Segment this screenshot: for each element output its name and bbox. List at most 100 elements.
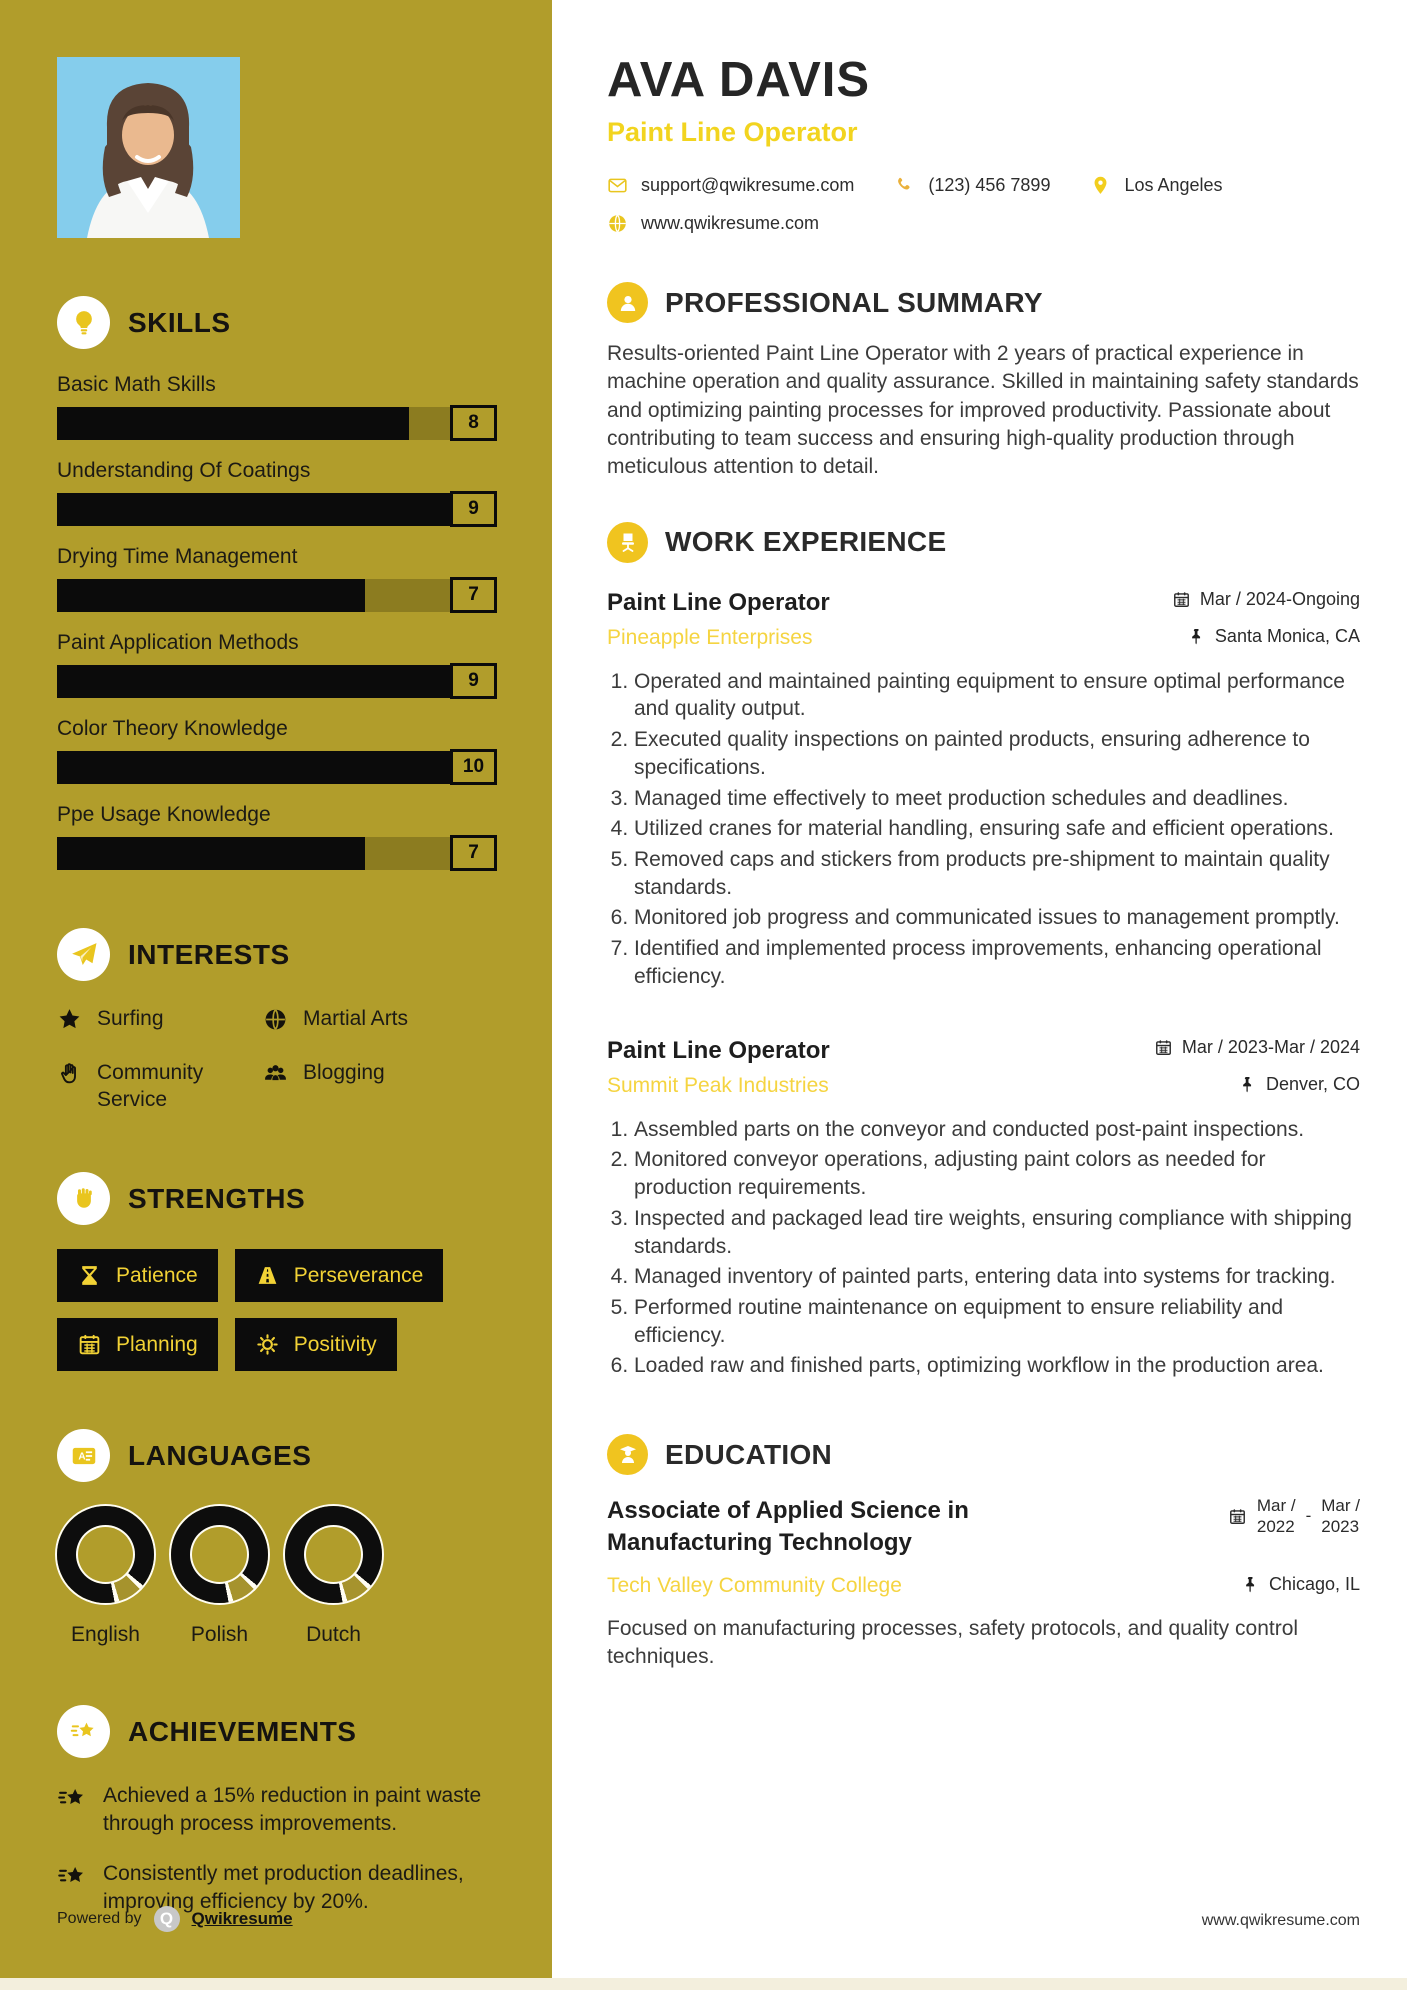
job-title: Paint Line Operator xyxy=(607,1036,830,1064)
job-company-row: Pineapple Enterprises Santa Monica, CA xyxy=(607,626,1360,650)
interest-item: Martial Arts xyxy=(263,1005,497,1033)
language-label: English xyxy=(71,1623,140,1647)
job-bullet: Identified and implemented process impro… xyxy=(634,935,1360,990)
skill-bar: 9 xyxy=(57,663,497,699)
translate-icon: A xyxy=(57,1429,110,1483)
job-entry: Paint Line Operator Mar / 2024-Ongoing P… xyxy=(607,589,1360,991)
location-text: Los Angeles xyxy=(1124,175,1223,195)
powered-by-label: Powered by xyxy=(57,1910,142,1927)
achievement-item: Achieved a 15% reduction in paint waste … xyxy=(57,1782,497,1838)
interest-label: Martial Arts xyxy=(303,1007,409,1030)
education-date-start: Mar / 2022 xyxy=(1257,1495,1296,1538)
interest-item: Surfing xyxy=(57,1005,253,1033)
skill-score-badge: 9 xyxy=(450,491,497,527)
skill-bar-fill xyxy=(57,493,453,526)
sun-icon xyxy=(257,1334,278,1355)
education-location: Chicago, IL xyxy=(1241,1574,1360,1595)
contact-website: www.qwikresume.com xyxy=(607,213,819,234)
job-title-row: Paint Line Operator Mar / 2023-Mar / 202… xyxy=(607,1037,1360,1065)
achievements-title: ACHIEVEMENTS xyxy=(128,1715,357,1747)
strength-pill: Positivity xyxy=(234,1318,397,1372)
job-title-row: Paint Line Operator Mar / 2024-Ongoing xyxy=(607,589,1360,617)
job-bullet: Monitored conveyor operations, adjusting… xyxy=(634,1146,1360,1201)
job-title: Paint Line Operator xyxy=(607,588,830,616)
interest-label: Blogging xyxy=(303,1060,385,1084)
degree-name: Associate of Applied Science in Manufact… xyxy=(607,1497,969,1557)
skill-bar-fill xyxy=(57,407,409,440)
strength-pill: Patience xyxy=(57,1249,218,1303)
education-dates: Mar / 2022 - Mar / 2023 xyxy=(1228,1495,1360,1538)
summary-text: Results-oriented Paint Line Operator wit… xyxy=(607,342,1359,479)
experience-title: WORK EXPERIENCE xyxy=(665,526,947,558)
skill-score-badge: 9 xyxy=(450,663,497,699)
skill-bar: 7 xyxy=(57,835,497,871)
strength-label: Planning xyxy=(116,1332,198,1356)
skill-bar-fill xyxy=(57,665,453,698)
candidate-name: AVA DAVIS xyxy=(607,53,871,107)
phone-icon xyxy=(898,177,910,190)
language-label: Dutch xyxy=(306,1623,361,1647)
fist-icon xyxy=(57,1172,110,1226)
person-icon xyxy=(607,282,648,323)
job-bullet: Utilized cranes for material handling, e… xyxy=(634,815,1360,843)
job-bullet: Inspected and packaged lead tire weights… xyxy=(634,1205,1360,1260)
job-bullet: Loaded raw and finished parts, optimizin… xyxy=(634,1352,1360,1380)
hourglass-icon xyxy=(82,1266,97,1286)
contact-info: support@qwikresume.com (123) 456 7899 Lo… xyxy=(607,175,1360,234)
skill-bar: 7 xyxy=(57,577,497,613)
language-item: English xyxy=(57,1506,154,1647)
job-company-row: Summit Peak Industries Denver, CO xyxy=(607,1074,1360,1098)
email-link[interactable]: support@qwikresume.com xyxy=(641,175,855,195)
star-icon xyxy=(59,1009,80,1029)
interest-item: Community Service xyxy=(57,1059,253,1114)
skill-bar-fill xyxy=(57,837,365,870)
job-dates: Mar / 2023-Mar / 2024 xyxy=(1154,1037,1360,1058)
job-location: Denver, CO xyxy=(1238,1074,1360,1095)
date-line: Mar / xyxy=(1256,1496,1296,1516)
date-line: 2022 xyxy=(1256,1517,1295,1537)
interests-section-header: INTERESTS xyxy=(57,928,497,981)
education-description: Focused on manufacturing processes, safe… xyxy=(607,1616,1299,1668)
job-bullet: Operated and maintained painting equipme… xyxy=(634,668,1360,723)
education-section-header: EDUCATION xyxy=(607,1434,1360,1476)
phone-number: (123) 456 7899 xyxy=(928,175,1051,195)
website-link[interactable]: www.qwikresume.com xyxy=(641,213,820,233)
skill-row: Color Theory Knowledge 10 xyxy=(57,717,497,785)
job-bullet: Assembled parts on the conveyor and cond… xyxy=(634,1116,1360,1144)
interests-grid: Surfing Martial Arts Community Service B… xyxy=(57,1005,497,1114)
education-school-row: Tech Valley Community College Chicago, I… xyxy=(607,1574,1360,1598)
skill-bar: 10 xyxy=(57,749,497,785)
contact-email: support@qwikresume.com xyxy=(607,175,854,196)
shooting-star-icon xyxy=(57,1705,110,1759)
contact-row: www.qwikresume.com xyxy=(607,213,1360,234)
strengths-title: STRENGTHS xyxy=(128,1182,306,1214)
sidebar: SKILLS Basic Math Skills 8 Understanding… xyxy=(0,0,552,1990)
globe-icon xyxy=(265,1009,286,1030)
skill-bar: 8 xyxy=(57,405,497,441)
job-bullet-list: Assembled parts on the conveyor and cond… xyxy=(607,1116,1360,1380)
shooting-star-icon xyxy=(58,1867,83,1882)
language-donut-chart xyxy=(171,1506,268,1604)
skill-row: Understanding Of Coatings 9 xyxy=(57,459,497,527)
skills-title: SKILLS xyxy=(128,306,231,338)
profile-photo-illustration xyxy=(57,57,240,238)
languages-list: English Polish Dutch xyxy=(57,1506,497,1647)
people-icon xyxy=(265,1064,286,1080)
qwikresume-link[interactable]: Qwikresume xyxy=(191,1909,293,1928)
language-item: Dutch xyxy=(285,1506,382,1647)
language-donut-chart xyxy=(57,1506,154,1604)
interest-label: Surfing xyxy=(97,1007,164,1030)
svg-text:A: A xyxy=(78,1451,85,1462)
strength-pill: Perseverance xyxy=(234,1249,444,1303)
interests-title: INTERESTS xyxy=(128,938,290,970)
job-bullet-list: Operated and maintained painting equipme… xyxy=(607,668,1360,991)
job-bullet: Executed quality inspections on painted … xyxy=(634,726,1360,781)
skill-row: Drying Time Management 7 xyxy=(57,545,497,613)
powered-by: Powered by Q Qwikresume xyxy=(57,1906,293,1932)
date-separator: - xyxy=(1305,1506,1312,1526)
strength-label: Patience xyxy=(116,1263,198,1287)
date-line: 2023 xyxy=(1321,1517,1360,1537)
skill-bar: 9 xyxy=(57,491,497,527)
skills-section-header: SKILLS xyxy=(57,296,497,349)
paper-plane-icon xyxy=(57,928,110,981)
